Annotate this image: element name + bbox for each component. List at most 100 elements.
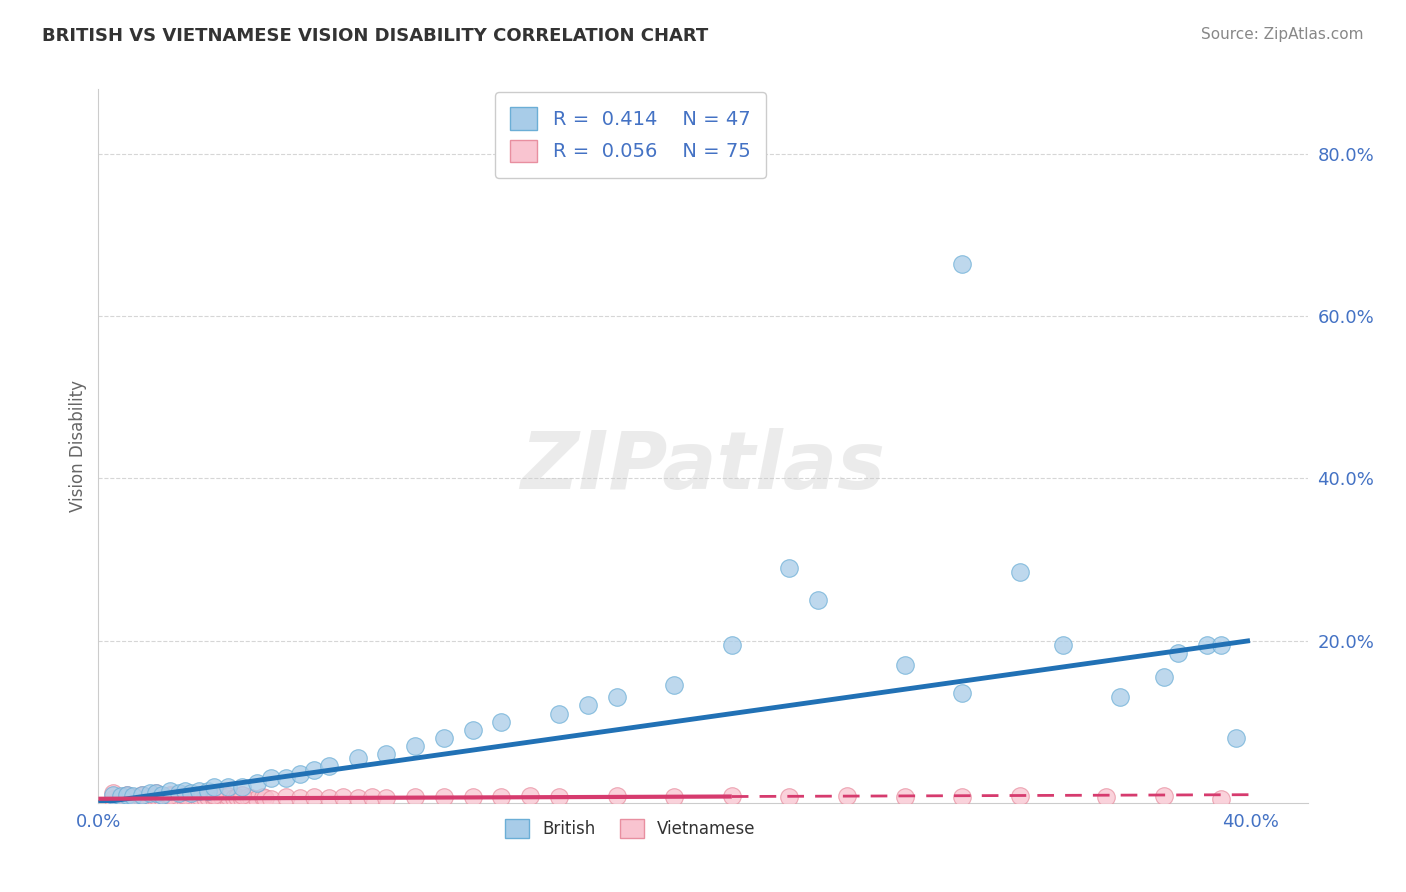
Point xyxy=(332,790,354,805)
Point xyxy=(491,714,513,729)
Point xyxy=(122,789,145,804)
Point xyxy=(110,790,132,805)
Point xyxy=(1109,690,1132,705)
Point xyxy=(433,731,456,745)
Point xyxy=(101,788,124,802)
Point xyxy=(131,788,153,802)
Point xyxy=(274,772,297,786)
Point xyxy=(231,788,253,802)
Point xyxy=(153,790,176,805)
Point xyxy=(778,560,800,574)
Point xyxy=(159,788,181,802)
Point xyxy=(139,790,162,805)
Point xyxy=(122,791,145,805)
Point xyxy=(110,789,132,804)
Point xyxy=(778,790,800,805)
Point xyxy=(173,791,195,805)
Point xyxy=(236,790,259,805)
Point xyxy=(188,783,211,797)
Point xyxy=(491,790,513,805)
Point xyxy=(246,791,269,805)
Point xyxy=(664,790,686,805)
Point xyxy=(246,775,269,789)
Point xyxy=(173,789,195,804)
Point xyxy=(1008,565,1031,579)
Point xyxy=(180,786,202,800)
Point xyxy=(288,767,311,781)
Point xyxy=(720,789,742,804)
Point xyxy=(150,788,173,802)
Point xyxy=(318,759,340,773)
Point xyxy=(375,747,398,761)
Point xyxy=(548,790,571,805)
Point xyxy=(576,698,599,713)
Point xyxy=(950,686,973,700)
Point xyxy=(404,790,426,805)
Point xyxy=(404,739,426,753)
Point xyxy=(893,790,915,805)
Point xyxy=(950,790,973,805)
Point xyxy=(217,789,239,804)
Point xyxy=(1153,670,1175,684)
Point xyxy=(202,791,225,805)
Point xyxy=(217,791,239,805)
Point xyxy=(1167,646,1189,660)
Point xyxy=(180,791,202,805)
Point xyxy=(433,790,456,805)
Point xyxy=(548,706,571,721)
Point xyxy=(125,790,148,805)
Point xyxy=(1153,789,1175,804)
Point xyxy=(222,791,245,805)
Point xyxy=(346,791,368,805)
Text: Source: ZipAtlas.com: Source: ZipAtlas.com xyxy=(1201,27,1364,42)
Point xyxy=(217,780,239,794)
Point xyxy=(231,791,253,805)
Point xyxy=(197,790,219,805)
Point xyxy=(208,791,231,805)
Point xyxy=(240,791,263,805)
Point xyxy=(131,789,153,804)
Point xyxy=(361,790,384,805)
Point xyxy=(194,791,217,805)
Point xyxy=(115,788,138,802)
Point xyxy=(145,789,167,804)
Point xyxy=(136,791,159,805)
Point xyxy=(720,638,742,652)
Point xyxy=(202,780,225,794)
Point xyxy=(202,789,225,804)
Point xyxy=(145,786,167,800)
Point xyxy=(150,791,173,805)
Point xyxy=(188,789,211,804)
Point xyxy=(1095,790,1118,805)
Point xyxy=(139,786,162,800)
Point xyxy=(950,256,973,270)
Point xyxy=(115,791,138,805)
Point xyxy=(197,783,219,797)
Point xyxy=(145,791,167,805)
Point xyxy=(807,593,830,607)
Point xyxy=(606,789,628,804)
Point xyxy=(202,788,225,802)
Point xyxy=(231,780,253,794)
Point xyxy=(304,790,326,805)
Point xyxy=(173,788,195,802)
Point xyxy=(375,791,398,805)
Point xyxy=(1195,638,1218,652)
Point xyxy=(167,786,190,800)
Point xyxy=(159,783,181,797)
Point xyxy=(107,791,129,805)
Point xyxy=(188,791,211,805)
Legend: British, Vietnamese: British, Vietnamese xyxy=(499,812,762,845)
Point xyxy=(254,791,277,805)
Point xyxy=(101,791,124,805)
Point xyxy=(519,789,541,804)
Point xyxy=(1211,638,1233,652)
Point xyxy=(606,690,628,705)
Point xyxy=(211,790,233,805)
Point xyxy=(288,791,311,805)
Text: ZIPatlas: ZIPatlas xyxy=(520,428,886,507)
Point xyxy=(1211,791,1233,805)
Point xyxy=(165,791,187,805)
Point xyxy=(115,789,138,804)
Point xyxy=(304,764,326,778)
